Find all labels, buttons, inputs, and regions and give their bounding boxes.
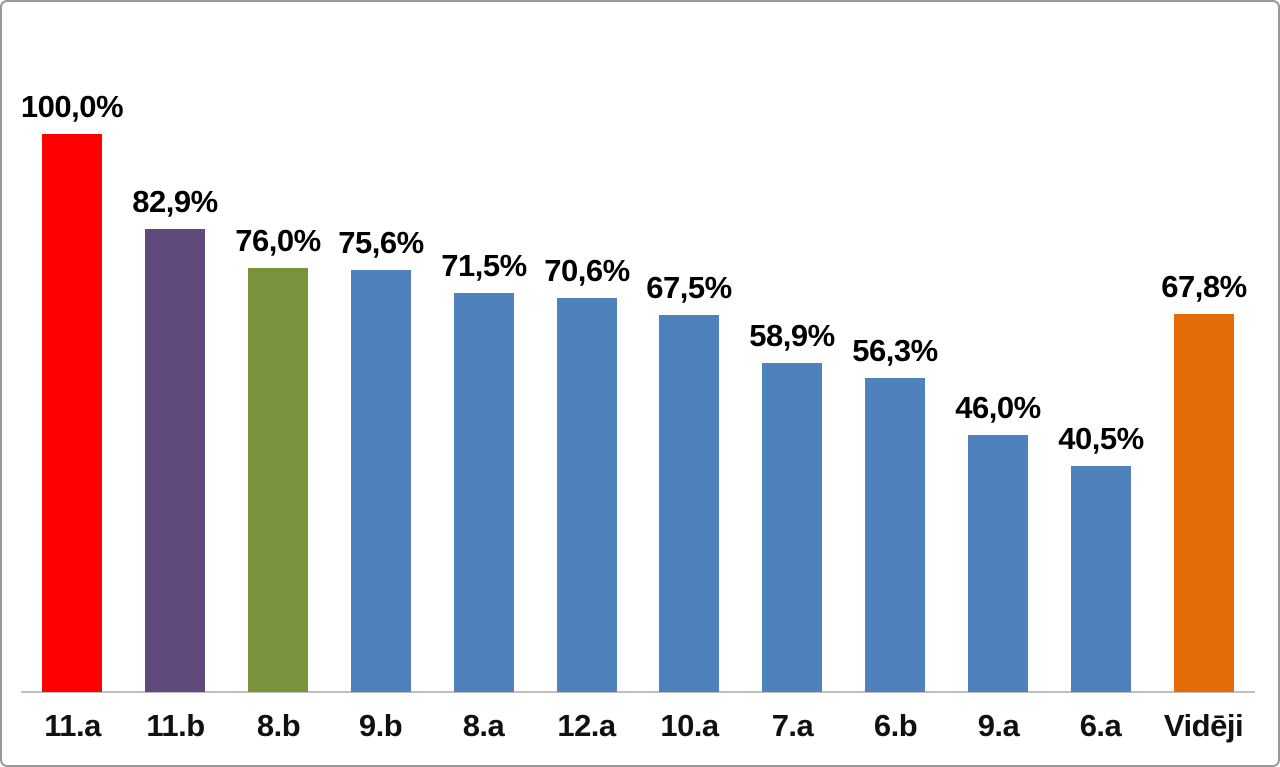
bar-value-label: 82,9% <box>132 184 218 219</box>
bar-value-label: 67,5% <box>646 270 732 305</box>
bar-10.a <box>659 315 719 692</box>
bar-value-label: 75,6% <box>338 225 424 260</box>
bar-value-label: 56,3% <box>852 333 938 368</box>
category-label-11.b: 11.b <box>146 708 205 743</box>
bar-value-label: 76,0% <box>235 223 321 258</box>
category-label-6.b: 6.b <box>873 708 918 743</box>
bar-value-label: 71,5% <box>441 248 527 283</box>
category-axis-line <box>21 691 1255 693</box>
category-label-8.b: 8.b <box>256 708 301 743</box>
bar-value-label: 40,5% <box>1058 421 1144 456</box>
category-label-10.a: 10.a <box>660 708 719 743</box>
bar-9.a <box>968 435 1028 692</box>
bar-8.b <box>248 268 308 692</box>
bar-value-label: 58,9% <box>749 318 835 353</box>
category-label-8.a: 8.a <box>462 708 505 743</box>
bar-11.b <box>145 229 205 692</box>
bar-6.b <box>865 378 925 692</box>
bar-Vidēji <box>1174 314 1234 692</box>
category-label-9.a: 9.a <box>977 708 1020 743</box>
bar-6.a <box>1071 466 1131 692</box>
bar-value-label: 67,8% <box>1161 269 1247 304</box>
category-label-6.a: 6.a <box>1079 708 1122 743</box>
bar-11.a <box>42 134 102 692</box>
bar-value-label: 70,6% <box>544 253 630 288</box>
category-label-12.a: 12.a <box>557 708 616 743</box>
bar-12.a <box>557 298 617 692</box>
bar-value-label: 46,0% <box>955 390 1041 425</box>
category-label-Vidēji: Vidēji <box>1163 708 1244 743</box>
bar-9.b <box>351 270 411 692</box>
category-label-7.a: 7.a <box>771 708 814 743</box>
category-label-11.a: 11.a <box>44 708 101 743</box>
bar-7.a <box>762 363 822 692</box>
bar-value-label: 100,0% <box>20 89 124 124</box>
category-label-9.b: 9.b <box>358 708 403 743</box>
bar-8.a <box>454 293 514 692</box>
